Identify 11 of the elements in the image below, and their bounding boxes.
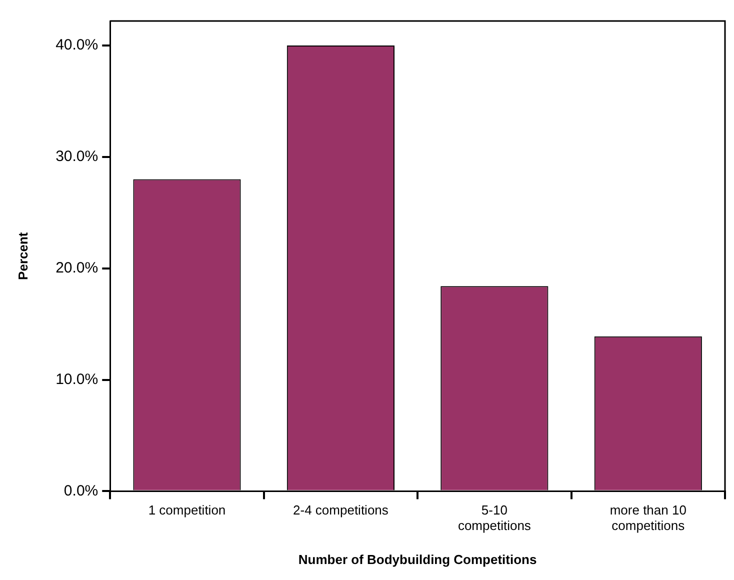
y-tick-label: 40.0% xyxy=(56,36,98,54)
y-tick-label: 20.0% xyxy=(56,259,98,276)
y-tick-label: 30.0% xyxy=(56,148,98,166)
y-tick-label: 10.0% xyxy=(56,370,98,388)
x-tick-label: more than 10 competitions xyxy=(610,502,686,534)
x-tick-label: 5-10 competitions xyxy=(458,502,532,534)
x-axis-title: Number of Bodybuilding Competitions xyxy=(298,552,537,567)
x-tick-label: 1 competition xyxy=(148,502,226,518)
x-tick-label: 2-4 competitions xyxy=(293,502,389,518)
y-tick-label: 0.0% xyxy=(64,482,98,500)
y-axis-title: Percent xyxy=(15,232,30,280)
